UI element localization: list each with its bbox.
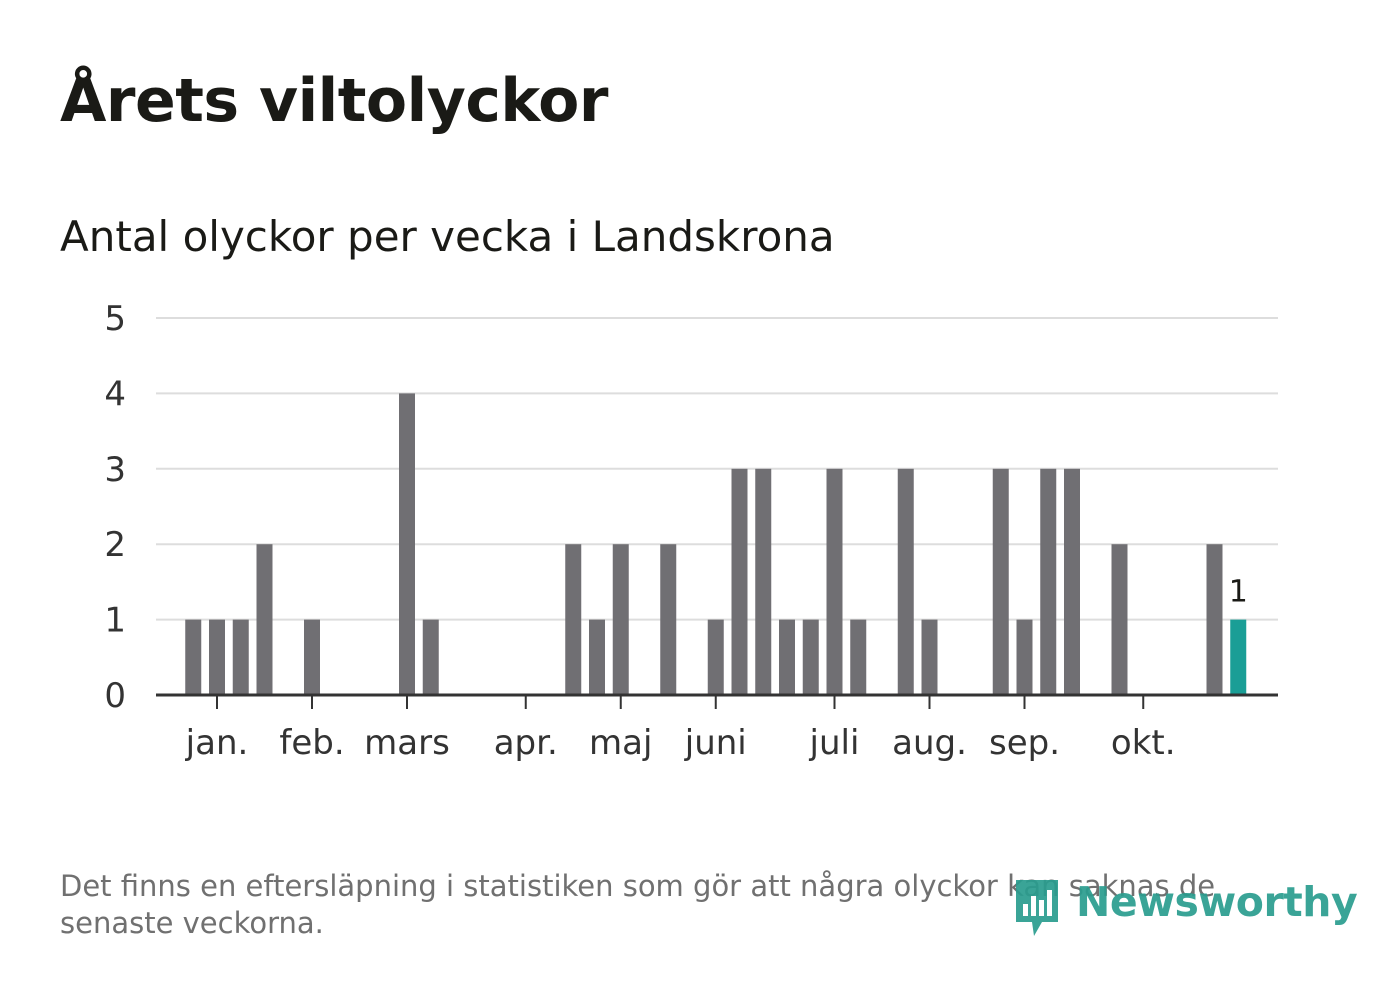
bar-chart: 0 1 2 3 4 5 jan. feb. mars apr. maj juni juli aug. se… — [104, 299, 1278, 763]
bar — [565, 544, 582, 695]
bar — [731, 468, 748, 695]
bar — [422, 619, 439, 695]
x-tick-label: aug. — [892, 723, 967, 763]
bar — [826, 468, 843, 695]
y-tick-label: 5 — [104, 299, 126, 339]
y-tick-label: 4 — [104, 374, 126, 414]
bar — [612, 544, 629, 695]
x-tick-label: apr. — [494, 723, 558, 763]
y-tick-label: 0 — [104, 676, 126, 716]
bar — [850, 619, 867, 695]
newsworthy-logo: Newsworthy — [1012, 876, 1358, 942]
x-tick-label: mars — [364, 723, 450, 763]
bar — [755, 468, 772, 695]
bar — [660, 544, 677, 695]
x-tick-label: feb. — [279, 723, 344, 763]
bar — [232, 619, 249, 695]
chart-title: Årets viltolyckor — [60, 66, 609, 136]
latest-value-label: 1 — [1229, 575, 1248, 610]
y-tick-label: 1 — [104, 601, 126, 641]
x-axis-labels: jan. feb. mars apr. maj juni juli aug. sep. okt. — [185, 723, 1176, 763]
bars — [185, 393, 1247, 695]
y-axis-labels: 0 1 2 3 4 5 — [104, 299, 126, 716]
x-tick-label: juni — [684, 723, 747, 763]
gridlines — [156, 317, 1278, 621]
y-tick-label: 2 — [104, 525, 126, 565]
bar — [897, 468, 914, 695]
newsworthy-logo-text: Newsworthy — [1076, 878, 1358, 926]
bar — [779, 619, 795, 695]
bar — [1064, 468, 1080, 695]
chart-subtitle: Antal olyckor per vecka i Landskrona — [60, 212, 835, 261]
bar — [185, 619, 202, 695]
bar — [1111, 544, 1128, 695]
y-tick-label: 3 — [104, 450, 126, 490]
bar — [707, 619, 724, 695]
x-tick-label: jan. — [185, 723, 249, 763]
bar — [1016, 619, 1033, 695]
x-tick-label: okt. — [1111, 723, 1176, 763]
newsworthy-logo-icon — [1016, 880, 1058, 936]
bar — [589, 619, 605, 695]
bar — [304, 619, 320, 695]
data-labels: 1 — [1229, 575, 1248, 610]
bar — [802, 619, 819, 695]
x-axis — [156, 693, 1278, 709]
bar — [209, 619, 225, 695]
bar — [256, 544, 273, 695]
x-tick-label: juli — [809, 723, 860, 763]
x-tick-label: sep. — [989, 723, 1060, 763]
bar-latest-week — [1230, 619, 1247, 695]
bar — [1206, 544, 1223, 695]
bar — [921, 619, 938, 695]
x-tick-label: maj — [589, 723, 652, 763]
bar — [1040, 468, 1057, 695]
bar — [399, 393, 415, 695]
bar — [992, 468, 1009, 695]
